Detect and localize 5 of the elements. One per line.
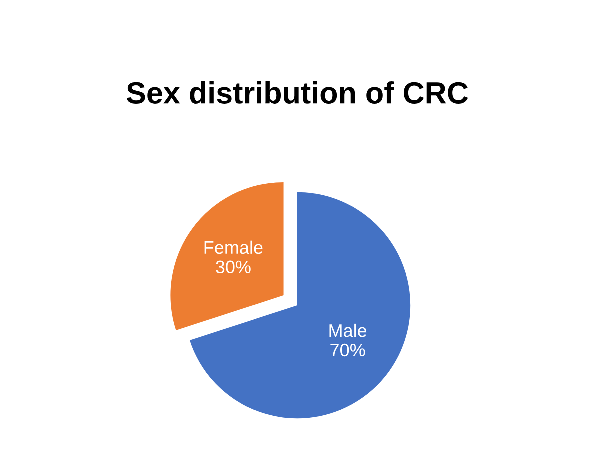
chart-title: Sex distribution of CRC (126, 82, 468, 104)
data-label: 30% (216, 260, 251, 274)
data-label: 70% (330, 344, 366, 357)
slice-label: Male (330, 324, 367, 338)
slice-label: Female (204, 240, 263, 254)
